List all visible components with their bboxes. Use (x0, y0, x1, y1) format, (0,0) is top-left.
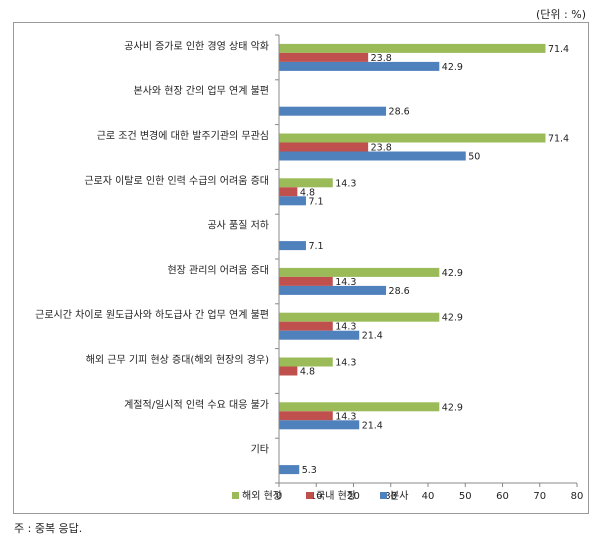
bar-value-label: 21.4 (362, 331, 383, 342)
bar (279, 241, 306, 251)
bar-value-label: 23.8 (371, 53, 392, 64)
bar (279, 106, 387, 116)
x-tick-label: 60 (496, 491, 509, 502)
x-tick-label: 20 (347, 491, 360, 502)
category-label: 공사비 증가로 인한 경영 상태 악화 (124, 39, 269, 52)
bar-value-label: 7.1 (308, 196, 323, 207)
category-label: 현장 관리의 어려움 증대 (167, 264, 269, 276)
x-tick-label: 50 (459, 491, 472, 502)
bar-value-label: 14.3 (335, 277, 356, 288)
footnote: 주 : 중복 응답. (14, 522, 83, 535)
category-label: 본사와 현장 간의 업무 연계 불편 (134, 84, 270, 97)
category-label: 근로 조건 변경에 대한 발주기관의 무관심 (97, 129, 269, 142)
bar (279, 411, 333, 421)
category-label: 계절적/일시적 인력 수요 대응 불가 (124, 398, 269, 411)
x-tick-label: 0 (276, 491, 282, 502)
legend-label: 본사 (390, 490, 408, 502)
bar-value-label: 14.3 (335, 178, 356, 189)
bar (279, 267, 440, 277)
bar (279, 196, 306, 206)
bar (279, 61, 440, 71)
bar (279, 133, 546, 143)
bar-value-label: 14.3 (335, 322, 356, 333)
category-label: 근로자 이탈로 인한 인력 수급의 어려움 증대 (84, 174, 269, 187)
bar-chart: 0 10 20 30 40 50 60 70 80 공사비 증가로 인한 경영 상태 악화 71.4… (35, 34, 584, 502)
bar-value-label: 5.3 (302, 465, 317, 476)
legend-swatch (306, 492, 313, 499)
legend-swatch (232, 492, 239, 499)
bar-value-label: 42.9 (442, 62, 463, 73)
x-tick-label: 10 (310, 491, 323, 502)
chart-frame: 0 10 20 30 40 50 60 70 80 공사비 증가로 인한 경영 상태 악화 71.4… (13, 22, 589, 514)
bar-value-label: 71.4 (548, 44, 569, 55)
legend: 해외 현장 국내 현장 본사 (232, 489, 408, 502)
bar (279, 420, 360, 430)
category-label: 해외 근무 기피 현상 증대(해외 현장의 경우) (86, 353, 269, 366)
bar (279, 43, 546, 53)
bar-value-label: 50 (468, 152, 480, 163)
bar (279, 52, 369, 62)
category-label: 근로시간 차이로 원도급사와 하도급사 간 업무 연계 불편 (35, 308, 269, 321)
category-label: 기타 (251, 444, 269, 456)
bar (279, 402, 440, 412)
bar (279, 187, 298, 197)
bar-value-label: 28.6 (389, 286, 410, 297)
legend-label: 해외 현장 (242, 489, 282, 502)
bar (279, 151, 466, 161)
bar-value-label: 42.9 (442, 313, 463, 324)
bar-value-label: 4.8 (300, 187, 315, 198)
bar-value-label: 23.8 (371, 143, 392, 154)
x-tick-label: 30 (384, 491, 397, 502)
bar-value-label: 42.9 (442, 268, 463, 279)
legend-label: 국내 현장 (316, 490, 356, 502)
plot-area: 0 10 20 30 40 50 60 70 80 공사비 증가로 인한 경영 상태 악화 71.4… (35, 34, 584, 502)
bar (279, 366, 298, 376)
bar-value-label: 4.8 (300, 367, 315, 378)
bar (279, 321, 333, 331)
bar (279, 465, 300, 475)
bar (279, 178, 333, 188)
x-tick-label: 80 (571, 491, 584, 502)
category-label: 공사 품질 저하 (207, 219, 269, 232)
bar-value-label: 7.1 (308, 241, 323, 252)
bar (279, 357, 333, 367)
bar (279, 276, 333, 286)
bar-value-label: 28.6 (389, 107, 410, 118)
unit-label: (단위 : %) (536, 8, 586, 21)
bar-value-label: 42.9 (442, 402, 463, 413)
bar-value-label: 14.3 (335, 411, 356, 422)
bar (279, 285, 387, 295)
bar-value-label: 14.3 (335, 358, 356, 369)
bar (279, 142, 369, 152)
bar-value-label: 21.4 (362, 420, 383, 431)
x-tick-label: 70 (533, 491, 546, 502)
legend-swatch (380, 492, 387, 499)
bar (279, 330, 360, 340)
bar (279, 312, 440, 322)
bar-value-label: 71.4 (548, 134, 569, 145)
x-tick-label: 40 (422, 491, 435, 502)
